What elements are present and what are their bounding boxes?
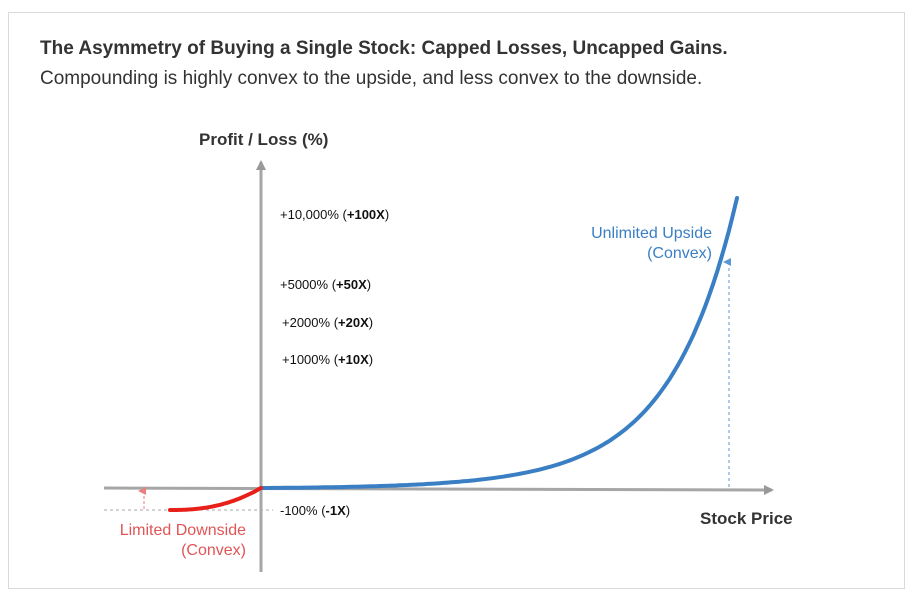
chart-subtitle: Compounding is highly convex to the upsi…	[40, 68, 703, 89]
downside-curve	[168, 486, 263, 512]
y-tick-label: +10,000% (+100X)	[280, 207, 390, 222]
upside-annotation-line: Unlimited Upside	[591, 225, 712, 242]
downside-annotation: Limited Downside (Convex)	[92, 521, 246, 561]
chart-title: The Asymmetry of Buying a Single Stock: …	[40, 38, 728, 59]
x-axis-label: Stock Price	[700, 509, 793, 528]
y-tick-label: +5000% (+50X)	[280, 277, 372, 292]
downside-annotation-line: (Convex)	[181, 542, 246, 559]
downside-annotation-line: Limited Downside	[119, 522, 246, 539]
upside-annotation: Unlimited Upside (Convex)	[560, 224, 712, 264]
upside-annotation-line: (Convex)	[647, 245, 712, 262]
y-tick-label: +1000% (+10X)	[282, 352, 374, 367]
y-tick-label: -100% (-1X)	[280, 503, 351, 518]
upside-curve	[259, 196, 739, 490]
y-axis-label: Profit / Loss (%)	[199, 130, 329, 149]
chart-frame	[8, 12, 905, 589]
x-axis	[103, 484, 774, 495]
y-tick-label: +2000% (+20X)	[282, 315, 374, 330]
